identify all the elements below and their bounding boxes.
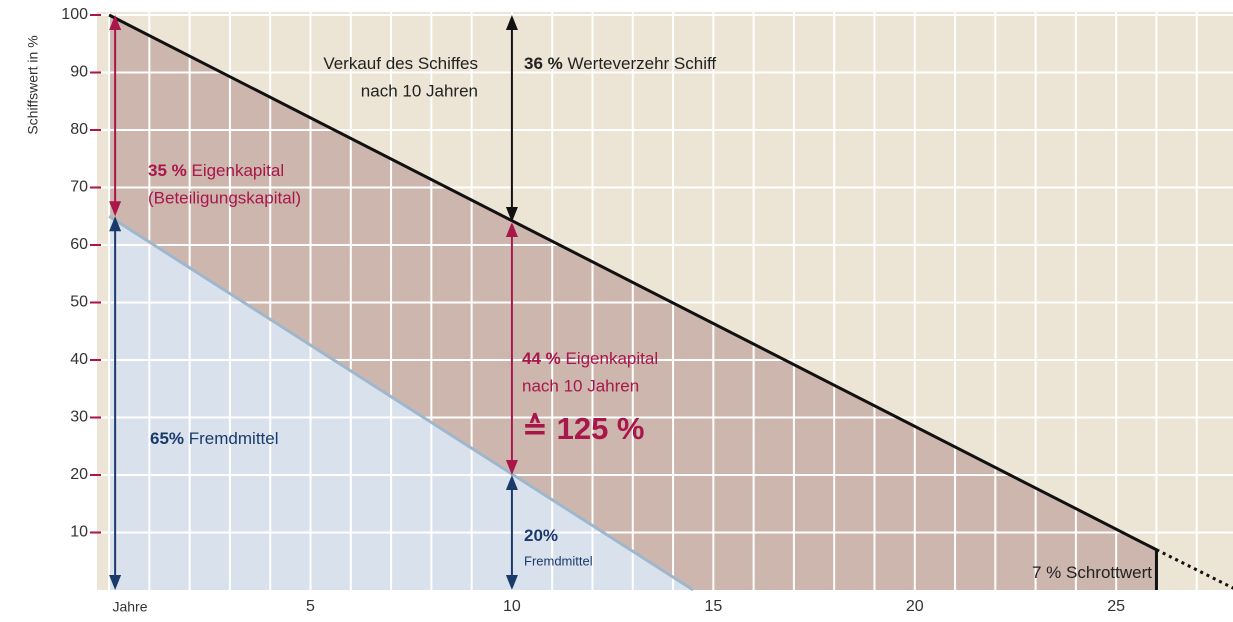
annotation-text: Eigenkapital (565, 349, 658, 368)
line (108, 214, 695, 592)
annotation-bold: 44 % (522, 349, 561, 368)
x-tick-label: 15 (704, 598, 722, 615)
y-tick-label: 30 (70, 409, 88, 426)
annotation: 35 % Eigenkapital (148, 161, 284, 180)
y-tick-label: 100 (61, 6, 88, 23)
annotation-line: (Beteiligungskapital) (148, 188, 301, 207)
x-axis-label: Jahre (112, 599, 147, 615)
y-tick-label: 40 (70, 351, 88, 368)
y-axis-label: Schiffswert in % (25, 35, 41, 134)
y-tick-label: 60 (70, 236, 88, 253)
x-tick-label: 25 (1107, 598, 1125, 615)
arrow-head (505, 475, 518, 490)
annotation-text: 7 % Schrottwert (1032, 563, 1152, 582)
annotation-line: nach 10 Jahren (522, 376, 639, 395)
arrow-head (109, 216, 122, 232)
y-tick-label: 80 (70, 121, 88, 138)
arrow-head (505, 575, 518, 590)
arrow-head (505, 222, 518, 237)
annotation-bold: 65% (150, 429, 184, 448)
y-tick-label: 50 (70, 294, 88, 311)
annotation: Verkauf des Schiffes (323, 54, 478, 73)
y-tick-label: 90 (70, 64, 88, 81)
arrow-head (109, 201, 122, 217)
arrow-head (109, 15, 122, 30)
arrow-head (505, 460, 518, 475)
annotation-line: nach 10 Jahren (361, 81, 478, 100)
annotation: 20% (524, 526, 558, 545)
y-tick-label: 20 (70, 466, 88, 483)
arrow-head (109, 575, 122, 590)
annotation-bold: 35 % (148, 161, 187, 180)
annotation-line: Fremdmittel (524, 553, 593, 568)
annotation-text: Verkauf des Schiffes (323, 54, 478, 73)
annotation-bold: 36 % (524, 54, 563, 73)
x-tick-label: 10 (503, 598, 521, 615)
annotation: 44 % Eigenkapital (522, 349, 658, 368)
line (108, 13, 1158, 552)
annotation-bold: 20% (524, 526, 558, 545)
x-tick-label: 20 (906, 598, 924, 615)
y-tick-label: 70 (70, 179, 88, 196)
x-tick-label: 5 (306, 598, 315, 615)
annotation: 36 % Werteverzehr Schiff (524, 54, 716, 73)
line (1155, 548, 1233, 590)
arrow-head (505, 207, 518, 222)
arrow-head (505, 15, 518, 30)
annotation-big: ≙ 125 % (522, 411, 645, 446)
annotation-text: Fremdmittel (189, 429, 279, 448)
annotation-text: Werteverzehr Schiff (567, 54, 716, 73)
y-tick-label: 10 (70, 524, 88, 541)
annotation-text: Eigenkapital (191, 161, 284, 180)
annotation: 7 % Schrottwert (1032, 563, 1152, 582)
annotation: 65% Fremdmittel (150, 429, 279, 448)
